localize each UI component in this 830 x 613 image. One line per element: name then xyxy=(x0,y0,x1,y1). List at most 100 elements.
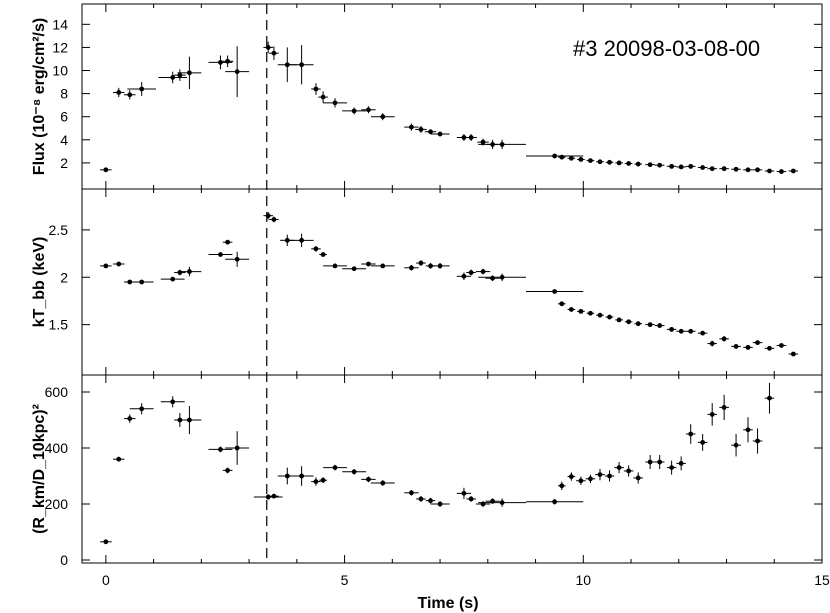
y-tick-label: 600 xyxy=(45,384,69,400)
data-point xyxy=(430,501,450,507)
data-point xyxy=(323,263,347,269)
data-point xyxy=(269,493,279,499)
data-point xyxy=(666,163,677,169)
data-point xyxy=(113,87,125,98)
data-point xyxy=(311,83,321,95)
data-marker xyxy=(626,319,632,325)
data-point xyxy=(456,272,472,281)
data-point xyxy=(634,161,643,167)
data-marker xyxy=(568,155,574,161)
data-point xyxy=(342,469,367,475)
data-marker xyxy=(265,45,271,50)
data-marker xyxy=(657,162,663,168)
data-point xyxy=(685,163,696,169)
data-marker xyxy=(284,473,290,479)
data-point xyxy=(605,314,614,320)
data-point xyxy=(289,45,314,85)
data-point xyxy=(129,279,154,285)
data-point xyxy=(788,168,799,174)
data-marker xyxy=(779,169,784,174)
data-point xyxy=(342,107,367,115)
data-marker xyxy=(313,479,319,484)
data-marker xyxy=(709,166,715,172)
data-marker xyxy=(116,261,122,267)
data-point xyxy=(764,345,775,351)
data-point xyxy=(719,336,729,342)
data-point xyxy=(225,251,250,267)
data-marker xyxy=(366,261,371,267)
data-marker xyxy=(139,406,145,412)
data-point xyxy=(596,159,604,165)
y-tick-label: 2.5 xyxy=(49,222,69,238)
data-point xyxy=(707,340,717,347)
data-marker xyxy=(647,322,653,328)
data-marker xyxy=(437,501,443,507)
data-point xyxy=(526,289,584,294)
data-marker xyxy=(234,445,240,451)
data-point xyxy=(567,307,576,312)
data-point xyxy=(113,456,125,462)
data-point xyxy=(323,98,347,108)
data-point xyxy=(323,464,347,471)
data-marker xyxy=(320,252,326,257)
data-marker xyxy=(490,275,495,281)
data-point xyxy=(475,501,491,507)
y-tick-label: 4 xyxy=(60,132,68,148)
data-marker xyxy=(139,86,145,92)
data-marker xyxy=(461,273,467,279)
data-marker xyxy=(428,129,433,135)
data-point xyxy=(645,162,655,168)
data-point xyxy=(370,263,395,269)
data-marker xyxy=(745,344,751,350)
data-marker xyxy=(468,135,474,140)
data-marker xyxy=(733,166,739,172)
data-marker xyxy=(733,344,739,349)
data-point xyxy=(676,456,686,471)
data-point xyxy=(253,494,283,500)
data-marker xyxy=(177,270,183,275)
data-point xyxy=(586,310,595,316)
data-marker xyxy=(678,328,684,334)
data-marker xyxy=(559,154,565,160)
data-marker xyxy=(588,310,593,316)
data-point xyxy=(526,498,584,505)
data-point xyxy=(160,276,185,282)
data-marker xyxy=(418,260,424,266)
x-tick-label: 10 xyxy=(576,572,592,588)
data-marker xyxy=(218,252,223,257)
data-point xyxy=(466,269,476,276)
data-marker xyxy=(187,417,192,423)
data-marker xyxy=(552,153,558,159)
data-point xyxy=(225,431,250,465)
data-point xyxy=(731,344,741,349)
data-point xyxy=(615,160,623,166)
data-point xyxy=(654,455,665,469)
data-marker xyxy=(790,351,796,357)
data-marker xyxy=(468,270,474,275)
data-point xyxy=(666,460,677,475)
plot-frame xyxy=(81,3,823,564)
data-point xyxy=(311,477,321,486)
data-marker xyxy=(721,166,727,172)
data-marker xyxy=(265,494,271,500)
data-point xyxy=(685,328,696,334)
data-point xyxy=(124,414,136,423)
data-point xyxy=(577,308,585,314)
data-point xyxy=(557,301,566,307)
data-marker xyxy=(647,459,653,465)
data-point xyxy=(361,106,376,114)
data-marker xyxy=(559,301,565,307)
data-point xyxy=(100,167,112,173)
data-marker xyxy=(139,279,145,285)
data-point xyxy=(129,403,154,415)
y-tick-label: 200 xyxy=(45,496,69,512)
data-marker xyxy=(480,269,486,274)
data-point xyxy=(478,498,526,507)
data-point xyxy=(269,46,279,61)
data-point xyxy=(697,434,708,451)
data-point xyxy=(633,472,643,484)
data-marker xyxy=(437,263,443,269)
data-point xyxy=(719,394,729,420)
data-marker xyxy=(380,480,386,486)
data-marker xyxy=(568,307,574,312)
